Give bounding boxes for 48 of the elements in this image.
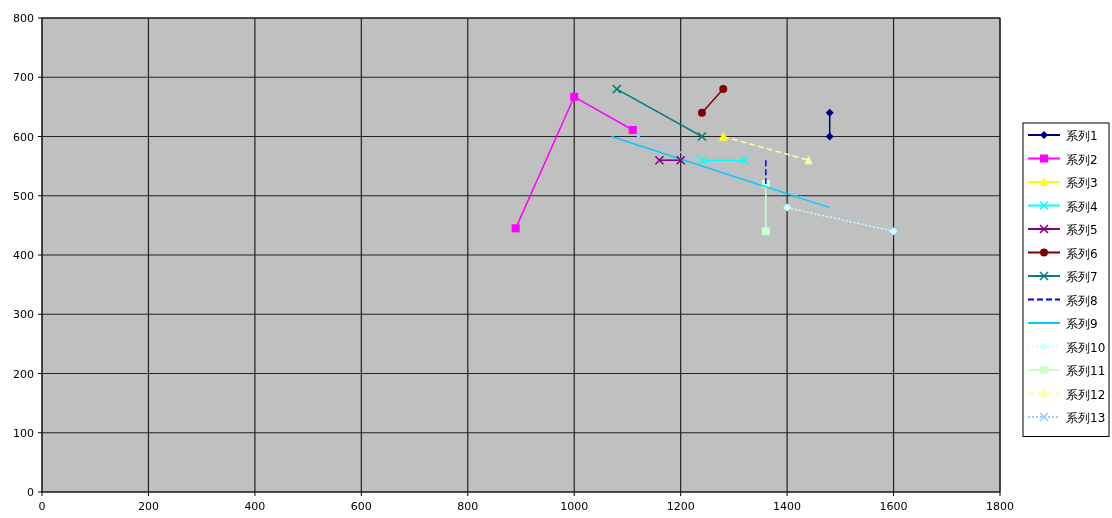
legend-label: 系列7 <box>1066 270 1098 284</box>
x-tick-label: 200 <box>137 500 159 513</box>
legend-label: 系列4 <box>1066 199 1098 214</box>
legend-label: 系列5 <box>1066 223 1098 237</box>
point <box>719 85 728 94</box>
point <box>612 84 622 94</box>
point <box>511 224 520 233</box>
point <box>697 155 707 165</box>
x-tick-label: 800 <box>457 500 479 513</box>
point <box>633 131 643 142</box>
y-tick-label: 200 <box>13 367 34 381</box>
point <box>570 92 579 101</box>
legend-label: 系列13 <box>1066 411 1106 425</box>
point <box>654 155 665 165</box>
x-tick-label: 1200 <box>666 500 695 513</box>
legend-label: 系列6 <box>1066 246 1098 261</box>
x-tick-label: 0 <box>38 500 46 513</box>
legend-label: 系列2 <box>1066 152 1098 167</box>
point <box>628 125 637 134</box>
x-tick-label: 1600 <box>879 500 908 513</box>
y-tick-label: 0 <box>27 486 34 499</box>
x-tick-label: 1800 <box>986 500 1014 513</box>
legend-label: 系列10 <box>1066 340 1106 355</box>
point <box>783 203 792 212</box>
x-tick-label: 400 <box>244 500 266 513</box>
legend-label: 系列8 <box>1066 293 1098 308</box>
point <box>825 108 834 117</box>
y-tick-label: 500 <box>13 189 34 203</box>
y-tick-label: 800 <box>13 12 34 25</box>
y-tick-label: 400 <box>13 249 34 262</box>
point <box>739 155 750 165</box>
x-tick-label: 1400 <box>773 500 802 513</box>
y-tick-label: 300 <box>13 308 34 322</box>
point <box>697 108 706 117</box>
legend-label: 系列3 <box>1066 176 1098 190</box>
legend-label: 系列11 <box>1066 364 1106 378</box>
legend-label: 系列1 <box>1066 129 1098 143</box>
point <box>675 155 686 165</box>
y-tick-label: 700 <box>13 71 34 85</box>
legend-label: 系列9 <box>1066 317 1098 331</box>
y-tick-label: 600 <box>13 130 34 144</box>
y-tick-label: 100 <box>13 426 34 440</box>
point <box>697 131 707 142</box>
x-tick-label: 600 <box>350 500 372 513</box>
x-tick-label: 1000 <box>560 500 589 513</box>
legend-label: 系列12 <box>1066 387 1106 402</box>
point <box>761 227 770 236</box>
point <box>825 132 834 141</box>
